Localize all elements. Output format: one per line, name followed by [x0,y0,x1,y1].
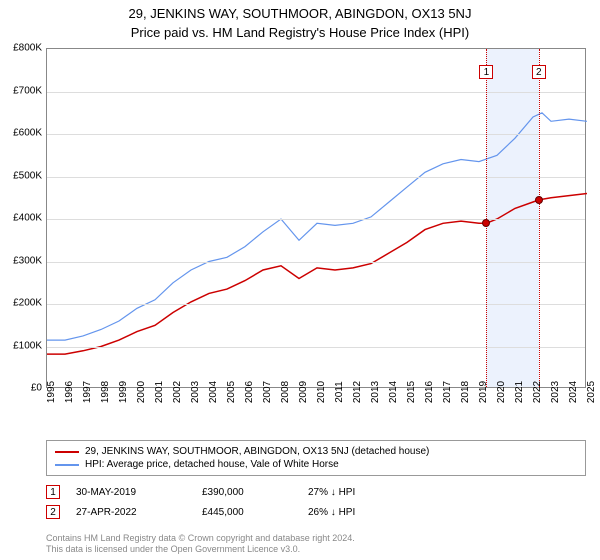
x-axis-label: 1996 [64,381,75,403]
reference-line [539,49,540,387]
x-axis-label: 2000 [136,381,147,403]
transaction-marker: 1 [46,485,60,499]
x-axis-label: 2023 [550,381,561,403]
legend-item: HPI: Average price, detached house, Vale… [55,458,577,471]
x-axis-label: 1998 [100,381,111,403]
y-axis-label: £400K [13,213,42,224]
transaction-diff: 27% ↓ HPI [308,487,418,498]
transaction-price: £445,000 [202,507,292,518]
x-axis-label: 2001 [154,381,165,403]
y-axis-label: £0 [31,383,42,394]
reference-marker: 2 [532,65,546,79]
x-axis-label: 2019 [478,381,489,403]
transaction-point [535,196,543,204]
x-axis-label: 2025 [586,381,597,403]
reference-marker: 1 [479,65,493,79]
x-axis-label: 2009 [298,381,309,403]
x-axis-label: 1995 [46,381,57,403]
x-axis-label: 2014 [388,381,399,403]
transaction-price: £390,000 [202,487,292,498]
chart-area: 12 £0£100K£200K£300K£400K£500K£600K£700K… [46,48,586,408]
y-axis-label: £100K [13,340,42,351]
legend-box: 29, JENKINS WAY, SOUTHMOOR, ABINGDON, OX… [46,440,586,476]
legend-label: HPI: Average price, detached house, Vale… [85,459,339,470]
y-axis-label: £200K [13,298,42,309]
footer-attribution: Contains HM Land Registry data © Crown c… [46,533,586,556]
y-axis-label: £700K [13,85,42,96]
legend-swatch [55,464,79,466]
reference-line [486,49,487,387]
y-axis-label: £800K [13,43,42,54]
transaction-row: 1 30-MAY-2019 £390,000 27% ↓ HPI [46,482,586,502]
transaction-marker: 2 [46,505,60,519]
x-axis-label: 2012 [352,381,363,403]
x-axis-label: 2004 [208,381,219,403]
x-axis-label: 2006 [244,381,255,403]
x-axis-label: 2016 [424,381,435,403]
transaction-date: 27-APR-2022 [76,507,186,518]
y-axis-label: £300K [13,255,42,266]
x-axis-label: 2015 [406,381,417,403]
plot-region: 12 [46,48,586,388]
x-axis-label: 1997 [82,381,93,403]
legend-item: 29, JENKINS WAY, SOUTHMOOR, ABINGDON, OX… [55,445,577,458]
transaction-date: 30-MAY-2019 [76,487,186,498]
x-axis-label: 2002 [172,381,183,403]
x-axis-label: 2021 [514,381,525,403]
legend-swatch [55,451,79,453]
transaction-diff: 26% ↓ HPI [308,507,418,518]
x-axis-label: 1999 [118,381,129,403]
chart-subtitle: Price paid vs. HM Land Registry's House … [0,21,600,40]
x-axis-label: 2005 [226,381,237,403]
x-axis-label: 2020 [496,381,507,403]
x-axis-label: 2024 [568,381,579,403]
x-axis-label: 2022 [532,381,543,403]
footer-line: This data is licensed under the Open Gov… [46,544,586,556]
series-line-price_paid [47,194,587,355]
series-line-hpi [47,113,587,340]
chart-container: 29, JENKINS WAY, SOUTHMOOR, ABINGDON, OX… [0,0,600,560]
x-axis-label: 2010 [316,381,327,403]
x-axis-label: 2011 [334,381,345,403]
x-axis-label: 2017 [442,381,453,403]
x-axis-label: 2003 [190,381,201,403]
y-axis-label: £600K [13,128,42,139]
footer-line: Contains HM Land Registry data © Crown c… [46,533,586,545]
legend-label: 29, JENKINS WAY, SOUTHMOOR, ABINGDON, OX… [85,446,429,457]
y-axis-label: £500K [13,170,42,181]
transaction-table: 1 30-MAY-2019 £390,000 27% ↓ HPI 2 27-AP… [46,482,586,522]
x-axis-label: 2018 [460,381,471,403]
transaction-row: 2 27-APR-2022 £445,000 26% ↓ HPI [46,502,586,522]
x-axis-label: 2013 [370,381,381,403]
x-axis-label: 2008 [280,381,291,403]
chart-title: 29, JENKINS WAY, SOUTHMOOR, ABINGDON, OX… [0,0,600,21]
transaction-point [482,219,490,227]
x-axis-label: 2007 [262,381,273,403]
